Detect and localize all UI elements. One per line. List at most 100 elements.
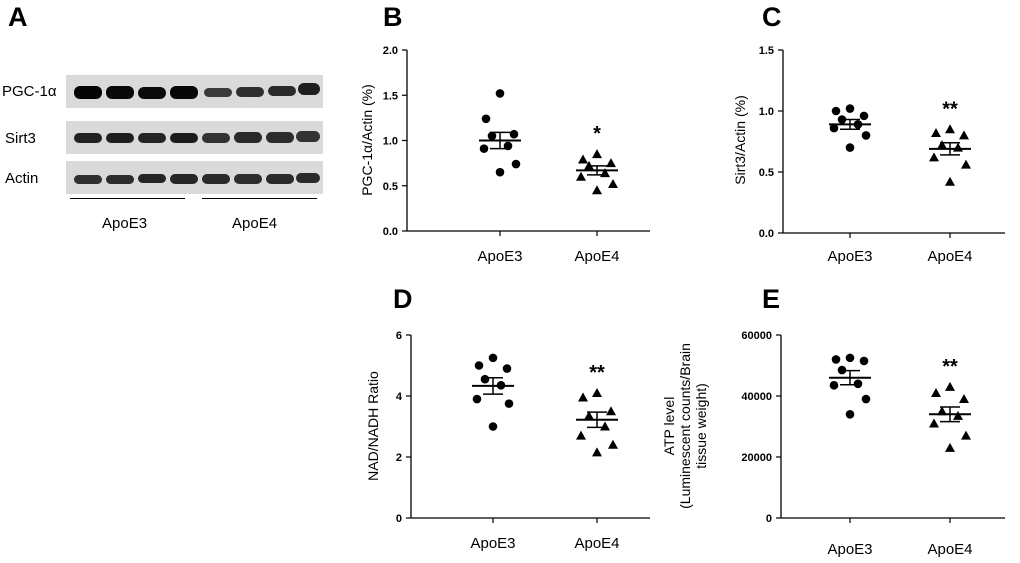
data-point-e-apoe4: [959, 394, 969, 404]
blot-band: [266, 174, 294, 184]
y-tick-label-b: 2.0: [383, 45, 398, 57]
y-tick-label-c: 0.0: [759, 228, 774, 240]
y-tick-label-d: 4: [396, 391, 403, 403]
panel-letter-c: C: [762, 2, 782, 32]
y-axis-title-line-b: PGC-1α/Actin (%): [359, 84, 375, 196]
blot-band: [106, 86, 134, 99]
data-point-b-apoe4: [592, 185, 602, 195]
blot-label-sirt3: Sirt3: [5, 130, 36, 147]
data-point-c-apoe4: [945, 176, 955, 186]
y-axis-title-line-e: (Luminescent counts/Brain: [677, 343, 693, 509]
y-tick-label-c: 0.5: [759, 167, 774, 179]
data-point-c-apoe4: [959, 130, 969, 140]
blot-band: [170, 133, 198, 143]
data-point-c-apoe4: [937, 140, 947, 150]
data-point-d-apoe4: [606, 406, 616, 416]
blot-band: [204, 88, 232, 97]
blot-band: [106, 175, 134, 184]
data-point-e-apoe4: [931, 387, 941, 397]
blot-band: [234, 174, 262, 184]
data-point-d-apoe4: [578, 392, 588, 402]
data-point-e-apoe3: [859, 356, 869, 366]
data-point-b-apoe3: [509, 129, 519, 139]
y-tick-label-d: 0: [396, 513, 402, 525]
x-category-label-b: ApoE3: [477, 248, 522, 265]
blot-band: [106, 133, 134, 143]
y-tick-label-e: 60000: [741, 330, 772, 342]
panel-letter-a: A: [8, 2, 28, 32]
data-point-b-apoe3: [495, 167, 505, 177]
y-tick-label-c: 1.0: [759, 106, 774, 118]
data-point-b-apoe3: [481, 114, 491, 124]
blot-band: [138, 133, 166, 143]
x-category-label-e: ApoE3: [827, 541, 872, 558]
data-point-c-apoe3: [861, 131, 871, 140]
blot-band: [202, 133, 230, 143]
data-point-b-apoe4: [576, 171, 586, 181]
data-point-e-apoe4: [945, 381, 955, 391]
x-category-label-d: ApoE3: [470, 535, 515, 552]
blot-group-line-apoe4: [202, 198, 317, 199]
y-tick-label-b: 0.5: [383, 181, 398, 193]
data-point-d-apoe4: [592, 447, 602, 457]
data-point-e-apoe3: [829, 381, 839, 390]
y-axis-title-b: PGC-1α/Actin (%): [359, 84, 375, 196]
blot-band: [74, 86, 102, 99]
data-point-e-apoe4: [945, 442, 955, 452]
y-tick-label-d: 2: [396, 452, 402, 464]
blot-band: [234, 132, 262, 143]
data-point-d-apoe4: [576, 430, 586, 440]
data-point-e-apoe3: [845, 353, 855, 363]
blot-band: [296, 131, 320, 142]
data-point-e-apoe3: [861, 394, 871, 404]
data-point-b-apoe4: [608, 178, 618, 188]
data-point-d-apoe3: [488, 353, 498, 363]
y-tick-label-b: 1.0: [383, 136, 398, 148]
y-tick-label-d: 6: [396, 330, 402, 342]
y-axis-title-line-e: ATP level: [661, 397, 677, 456]
significance-marker-e: **: [942, 356, 958, 378]
data-point-d-apoe3: [504, 399, 514, 408]
blot-strip-actin: [66, 161, 323, 194]
data-point-e-apoe3: [845, 410, 855, 419]
y-tick-label-b: 0.0: [383, 226, 398, 238]
significance-marker-d: **: [589, 362, 605, 384]
data-point-c-apoe4: [953, 142, 963, 152]
data-point-e-apoe4: [929, 418, 939, 428]
blot-band: [266, 132, 294, 143]
data-point-d-apoe4: [608, 439, 618, 449]
y-tick-label-b: 1.5: [383, 90, 398, 102]
data-point-e-apoe3: [853, 379, 863, 389]
data-point-b-apoe4: [592, 149, 602, 159]
blot-band: [236, 87, 264, 97]
significance-marker-b: *: [593, 123, 601, 145]
y-tick-label-e: 40000: [741, 391, 772, 403]
blot-label-actin: Actin: [5, 170, 39, 187]
data-point-d-apoe3: [488, 422, 498, 431]
data-point-c-apoe4: [929, 152, 939, 162]
y-tick-label-c: 1.5: [759, 45, 774, 57]
data-point-c-apoe3: [831, 106, 841, 116]
data-point-e-apoe4: [937, 406, 947, 416]
blot-label-pgc1a: PGC-1α: [2, 83, 57, 100]
data-point-b-apoe3: [479, 144, 489, 153]
blot-band: [298, 83, 320, 95]
data-point-d-apoe3: [480, 374, 490, 384]
significance-marker-c: **: [942, 98, 958, 120]
data-point-c-apoe4: [961, 159, 971, 169]
y-axis-title-line-e: tissue weight): [693, 383, 709, 469]
blot-band: [138, 87, 166, 99]
y-tick-label-e: 0: [766, 513, 772, 525]
x-category-label-c: ApoE4: [927, 248, 972, 265]
data-point-d-apoe4: [584, 410, 594, 420]
x-category-label-d: ApoE4: [574, 535, 619, 552]
data-point-b-apoe4: [606, 158, 616, 168]
y-tick-label-e: 20000: [741, 452, 772, 464]
data-point-b-apoe3: [511, 159, 521, 169]
data-point-d-apoe3: [502, 364, 512, 373]
data-point-b-apoe4: [578, 154, 588, 164]
blot-band: [138, 174, 166, 183]
data-point-c-apoe4: [931, 127, 941, 137]
blot-strip-pgc1a: [66, 75, 323, 108]
y-axis-title-line-c: Sirt3/Actin (%): [732, 95, 748, 184]
